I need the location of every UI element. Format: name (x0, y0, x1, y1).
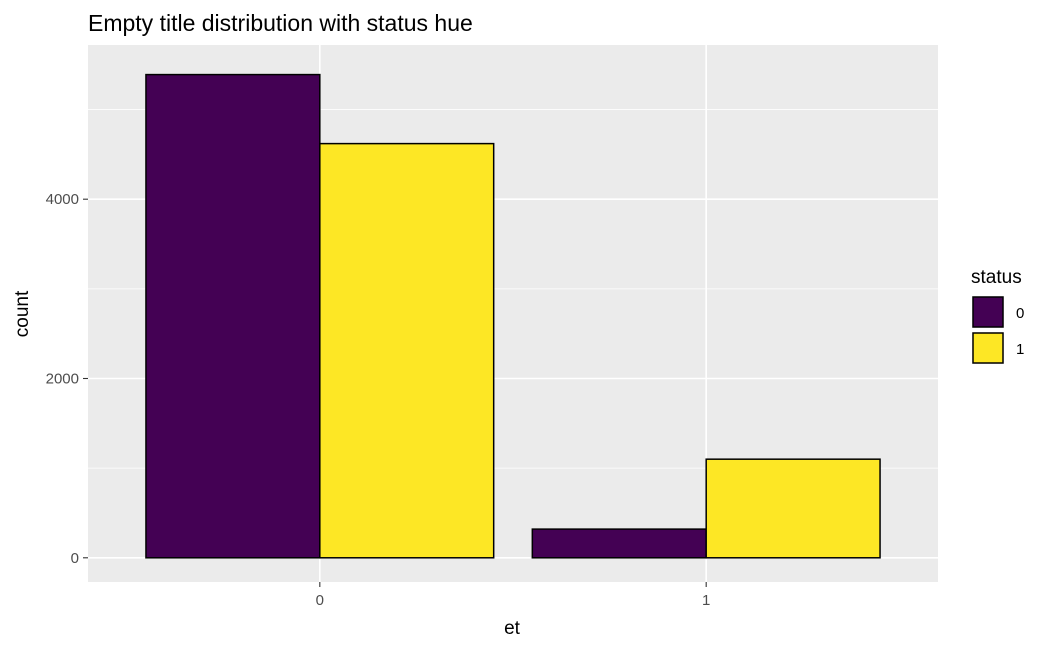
legend: status 0 1 (971, 267, 1024, 364)
x-tick-label: 1 (702, 592, 710, 609)
y-axis: 0 2000 4000 (46, 191, 88, 567)
chart-title: Empty title distribution with status hue (88, 10, 473, 36)
y-tick-label: 4000 (46, 191, 79, 208)
legend-label-1: 1 (1016, 341, 1024, 358)
x-tick-label: 0 (316, 592, 324, 609)
legend-key-1 (972, 332, 1004, 364)
bar-0-status-1 (319, 142, 495, 559)
legend-key-0 (972, 296, 1004, 328)
bar-1-status-0 (531, 528, 707, 559)
y-tick-label: 2000 (46, 370, 79, 387)
legend-title: status (971, 267, 1022, 288)
x-axis-title: et (504, 618, 521, 639)
y-axis-title: count (12, 290, 33, 337)
y-tick-label: 0 (71, 550, 79, 567)
bar-1-status-1 (705, 458, 881, 559)
bars (145, 73, 881, 559)
legend-label-0: 0 (1016, 305, 1024, 322)
bar-0-status-0 (145, 73, 321, 559)
